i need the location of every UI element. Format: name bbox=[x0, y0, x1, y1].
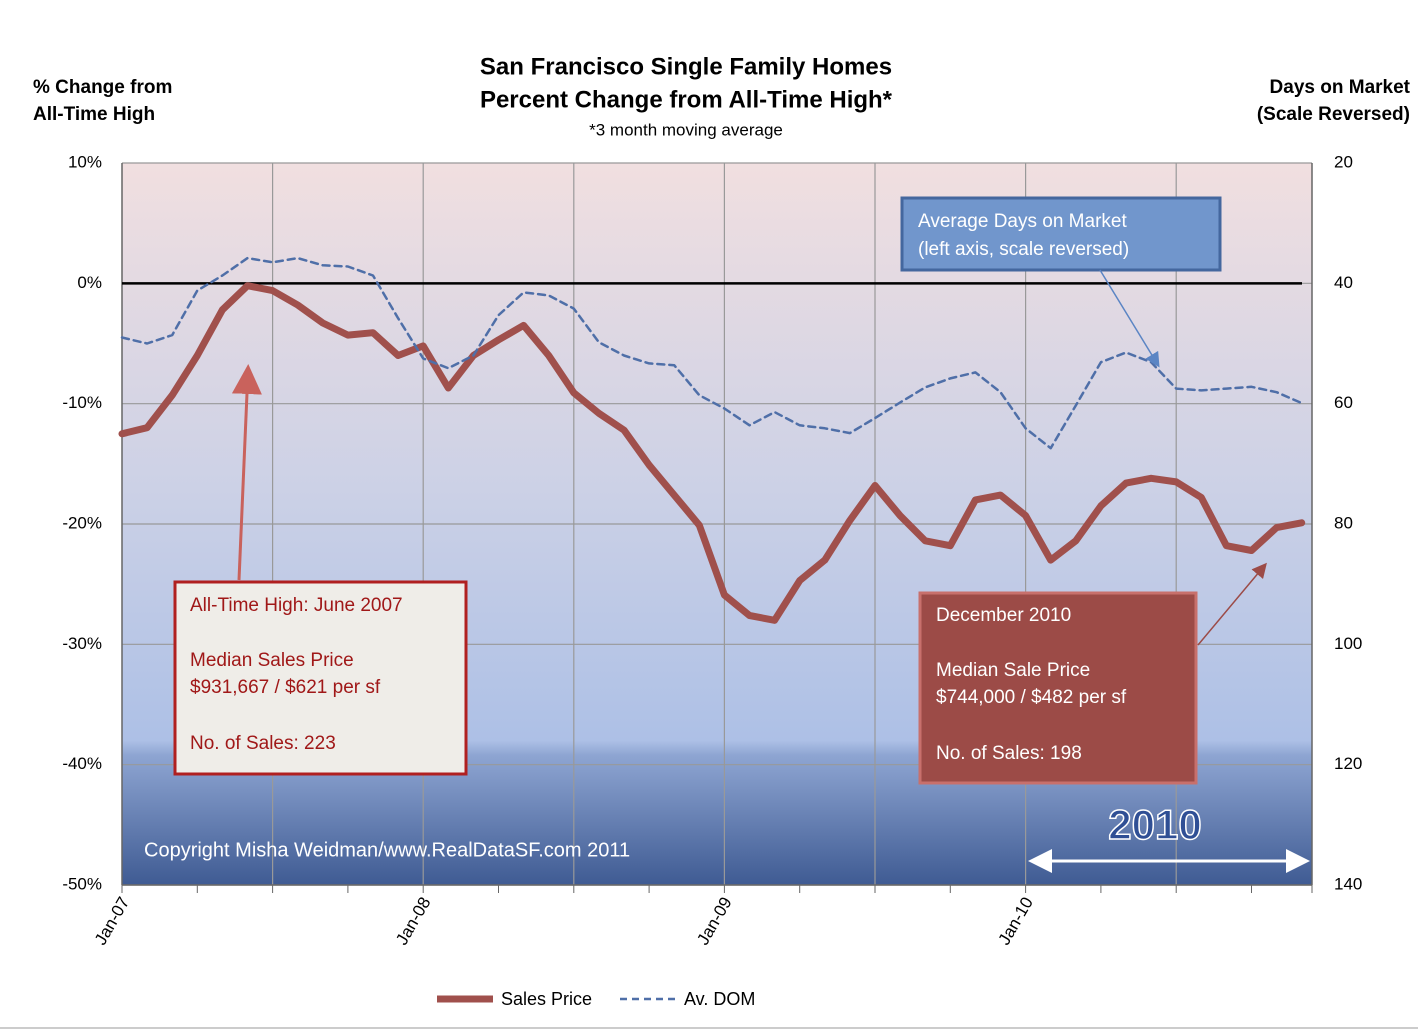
annotation-text: December 2010 bbox=[936, 605, 1071, 626]
copyright: Copyright Misha Weidman/www.RealDataSF.c… bbox=[144, 839, 630, 861]
x-tick-label: Jan-10 bbox=[995, 894, 1037, 949]
y-axis-label: All-Time High bbox=[33, 104, 155, 125]
annotation-text: Median Sale Price bbox=[936, 660, 1090, 681]
annotation-text: Average Days on Market bbox=[918, 211, 1127, 232]
annotation-text: No. of Sales: 223 bbox=[190, 733, 336, 754]
y2-tick-label: 120 bbox=[1334, 754, 1362, 773]
y-tick-label: -30% bbox=[62, 634, 102, 653]
annotation-arrow bbox=[1099, 269, 1160, 368]
x-tick-label: Jan-08 bbox=[392, 894, 434, 949]
period-label: 2010 bbox=[1108, 801, 1201, 848]
annotation-arrow bbox=[231, 364, 262, 581]
annotation-text: Median Sales Price bbox=[190, 650, 354, 671]
y2-tick-label: 80 bbox=[1334, 513, 1353, 532]
series-line bbox=[120, 256, 1303, 450]
y2-axis-label: (Scale Reversed) bbox=[1257, 104, 1410, 125]
y-tick-label: -10% bbox=[62, 393, 102, 412]
annotation-text: All-Time High: June 2007 bbox=[190, 595, 403, 616]
y2-tick-label: 100 bbox=[1334, 634, 1362, 653]
chart-title: Percent Change from All-Time High* bbox=[480, 86, 893, 113]
legend-label: Sales Price bbox=[501, 989, 592, 1009]
annotation-box bbox=[918, 591, 1198, 785]
chart-subtitle: *3 month moving average bbox=[589, 120, 783, 139]
y-tick-label: -50% bbox=[62, 874, 102, 893]
x-tick-label: Jan-07 bbox=[91, 894, 133, 949]
annotation-box bbox=[173, 580, 468, 776]
y-tick-label: 10% bbox=[68, 152, 102, 171]
annotation-text: (left axis, scale reversed) bbox=[918, 239, 1129, 260]
annotation-arrow bbox=[1197, 562, 1267, 646]
y-tick-label: -20% bbox=[62, 513, 102, 532]
annotation-box bbox=[900, 196, 1222, 272]
annotation-text: $931,667 / $621 per sf bbox=[190, 677, 381, 698]
chart-title: San Francisco Single Family Homes bbox=[480, 53, 892, 80]
y2-tick-label: 20 bbox=[1334, 152, 1353, 171]
y2-tick-label: 40 bbox=[1334, 273, 1353, 292]
legend-label: Av. DOM bbox=[684, 989, 755, 1009]
y2-tick-label: 60 bbox=[1334, 393, 1353, 412]
y-tick-label: 0% bbox=[77, 273, 102, 292]
x-tick-label: Jan-09 bbox=[693, 894, 735, 949]
y-axis-label: % Change from bbox=[33, 77, 172, 98]
series-line bbox=[118, 282, 1306, 624]
annotation-text: $744,000 / $482 per sf bbox=[936, 687, 1127, 708]
y2-axis-label: Days on Market bbox=[1270, 77, 1411, 98]
y-tick-label: -40% bbox=[62, 754, 102, 773]
y2-tick-label: 140 bbox=[1334, 874, 1362, 893]
annotation-text: No. of Sales: 198 bbox=[936, 743, 1082, 764]
